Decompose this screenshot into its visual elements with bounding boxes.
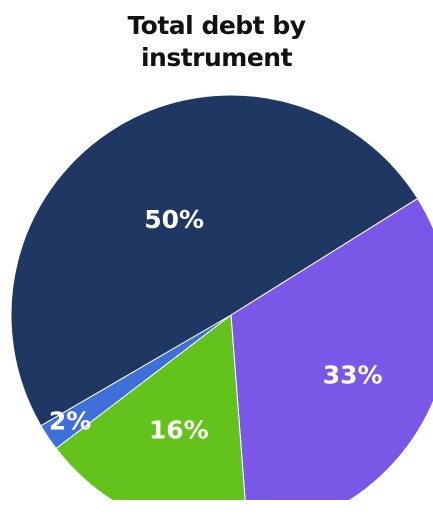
- pie-slice-1: [55, 314, 246, 500]
- pie-slice-3: [10, 94, 419, 427]
- chart-title-line-1: Total debt by: [127, 11, 306, 40]
- pie-slice-label-0: 33%: [323, 361, 383, 390]
- chart-title-line-2: instrument: [140, 43, 293, 72]
- pie-slice-0: [230, 197, 433, 500]
- pie-slice-label-2: 2%: [49, 407, 91, 436]
- chart-title: Total debt by instrument: [0, 10, 433, 74]
- pie-slice-label-3: 50%: [144, 205, 204, 234]
- pie-slice-label-1: 16%: [149, 415, 209, 444]
